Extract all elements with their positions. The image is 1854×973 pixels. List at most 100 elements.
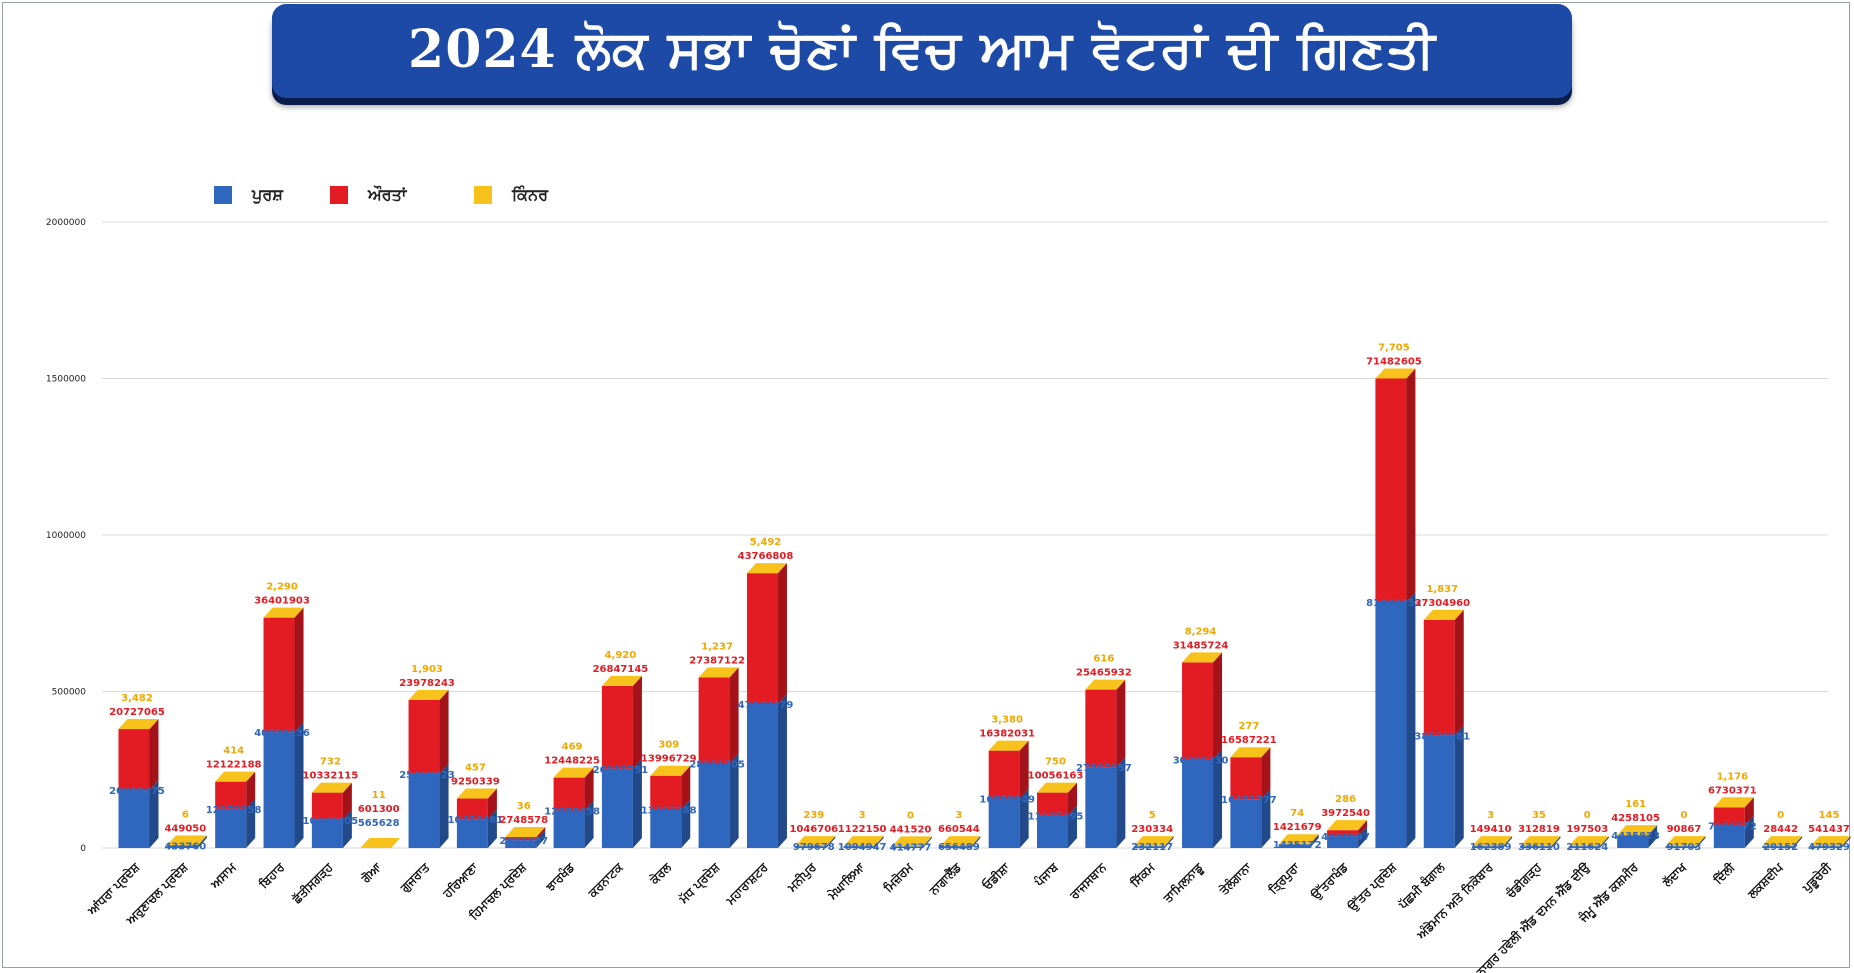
bar-male bbox=[215, 808, 247, 848]
bar-male-side bbox=[874, 836, 884, 848]
label-female: 28442 bbox=[1763, 824, 1798, 835]
label-male: 91703 bbox=[1667, 842, 1702, 853]
bar-transgender-cap bbox=[1230, 747, 1271, 758]
label-female: 541437 bbox=[1808, 824, 1850, 835]
bar-male-side bbox=[1019, 788, 1029, 848]
bar-male bbox=[263, 732, 295, 848]
label-female: 449050 bbox=[164, 823, 206, 834]
label-transgender: 469 bbox=[562, 742, 583, 753]
label-male: 565628 bbox=[358, 818, 400, 829]
label-male: 10180405 bbox=[303, 816, 359, 827]
label-female: 2748578 bbox=[499, 815, 548, 826]
bar-female-side bbox=[1744, 797, 1754, 826]
x-category-label: ਲੱਦਾਖ bbox=[1659, 859, 1690, 890]
y-tick-label: 0 bbox=[80, 844, 86, 854]
bar-female-side bbox=[1261, 747, 1271, 800]
label-female: 441520 bbox=[890, 824, 932, 835]
label-male: 13102288 bbox=[641, 806, 697, 817]
label-transgender: 0 bbox=[1680, 810, 1687, 821]
label-male: 433760 bbox=[164, 841, 206, 852]
bar-male bbox=[1327, 836, 1359, 848]
bar-male-side bbox=[246, 798, 256, 848]
bar-male bbox=[456, 819, 488, 848]
bar-male-side bbox=[971, 836, 981, 848]
bar-male bbox=[1713, 825, 1745, 848]
label-transgender: 309 bbox=[658, 740, 679, 751]
label-female: 71482605 bbox=[1366, 357, 1422, 368]
bar-male bbox=[1472, 846, 1504, 848]
legend-swatch-female bbox=[330, 186, 348, 204]
bar-female-side bbox=[632, 675, 642, 769]
label-female: 312819 bbox=[1518, 824, 1560, 835]
bar-male-side bbox=[1261, 789, 1271, 848]
bar-male bbox=[843, 846, 875, 848]
bar-transgender-cap bbox=[456, 788, 497, 799]
bar-transgender-cap bbox=[263, 607, 304, 618]
bar-male bbox=[650, 809, 682, 848]
label-male: 979678 bbox=[793, 842, 835, 853]
bar-transgender-cap bbox=[795, 836, 836, 847]
label-female: 12448225 bbox=[544, 756, 600, 767]
bar-transgender-cap bbox=[1713, 797, 1754, 808]
label-transgender: 145 bbox=[1819, 810, 1840, 821]
bar-female-side bbox=[1068, 782, 1078, 816]
x-category-label: ਨਾਗਾਲੈਂਡ bbox=[925, 859, 964, 898]
bar-transgender-cap bbox=[940, 836, 981, 847]
bar-transgender-cap bbox=[166, 835, 207, 846]
label-male: 162389 bbox=[1470, 842, 1512, 853]
bar-male bbox=[1810, 846, 1842, 848]
bar-male-side bbox=[1793, 836, 1803, 848]
bar-male-side bbox=[922, 836, 932, 848]
label-male: 29152 bbox=[1763, 842, 1798, 853]
bar-male bbox=[1375, 601, 1407, 848]
label-female: 1046706 bbox=[789, 824, 838, 835]
bar-female bbox=[1230, 757, 1262, 800]
bar-male-side bbox=[439, 763, 449, 848]
label-transgender: 1,176 bbox=[1716, 771, 1748, 782]
bar-female bbox=[215, 781, 247, 809]
bar-male-side bbox=[681, 799, 691, 848]
x-category-label: ਦਾਦਰਾ ਐਂਡ ਨਾਗਰ ਹਵੇਲੀ ਐਂਡ ਦਮਨ ਐਂਡ ਦੀਉ bbox=[1432, 859, 1593, 973]
bar-male bbox=[891, 846, 923, 848]
label-male: 414777 bbox=[890, 842, 932, 853]
bar-male bbox=[1762, 846, 1794, 848]
label-female: 27387122 bbox=[689, 655, 745, 666]
bar-female-side bbox=[149, 719, 159, 791]
bar-male-side bbox=[197, 835, 207, 848]
bar-male-side bbox=[1454, 725, 1464, 848]
label-female: 6730371 bbox=[1708, 785, 1757, 796]
bar-female-side bbox=[1019, 740, 1029, 799]
label-female: 31485724 bbox=[1173, 640, 1229, 651]
label-female: 25465932 bbox=[1076, 668, 1132, 679]
bar-female bbox=[1423, 619, 1455, 736]
bar-transgender-cap bbox=[1617, 825, 1658, 836]
bar-transgender-cap bbox=[746, 563, 787, 574]
x-category-label: ਉੱਤਰ ਪ੍ਰਦੇਸ਼ bbox=[1344, 859, 1401, 916]
label-transgender: 0 bbox=[1777, 810, 1784, 821]
bar-female-side bbox=[729, 667, 739, 764]
label-transgender: 277 bbox=[1238, 721, 1259, 732]
bar-male-side bbox=[1744, 815, 1754, 848]
bar-male-side bbox=[149, 780, 159, 848]
label-female: 197503 bbox=[1566, 824, 1608, 835]
bar-male bbox=[166, 845, 198, 848]
label-female: 36401903 bbox=[254, 596, 310, 607]
bar-male-side bbox=[487, 809, 497, 848]
bar-male-side bbox=[1841, 836, 1851, 848]
bar-transgender-cap bbox=[1133, 836, 1174, 847]
bar-female bbox=[456, 798, 488, 820]
bar-transgender-cap bbox=[1810, 836, 1851, 847]
label-male: 4435823 bbox=[1611, 831, 1660, 842]
x-category-label: ਮਿਜ਼ੋਰਮ bbox=[880, 859, 917, 896]
bar-transgender-cap bbox=[1568, 836, 1609, 847]
bar-female-side bbox=[246, 771, 256, 809]
bar-male-side bbox=[1164, 836, 1174, 848]
bar-male-side bbox=[294, 722, 304, 848]
bar-female bbox=[118, 729, 150, 791]
label-male: 656489 bbox=[938, 842, 980, 853]
bar-male bbox=[1423, 735, 1455, 848]
label-female: 10056163 bbox=[1028, 771, 1084, 782]
bar-female-side bbox=[681, 765, 691, 810]
label-female: 3972540 bbox=[1321, 808, 1370, 819]
label-transgender: 732 bbox=[320, 757, 341, 768]
